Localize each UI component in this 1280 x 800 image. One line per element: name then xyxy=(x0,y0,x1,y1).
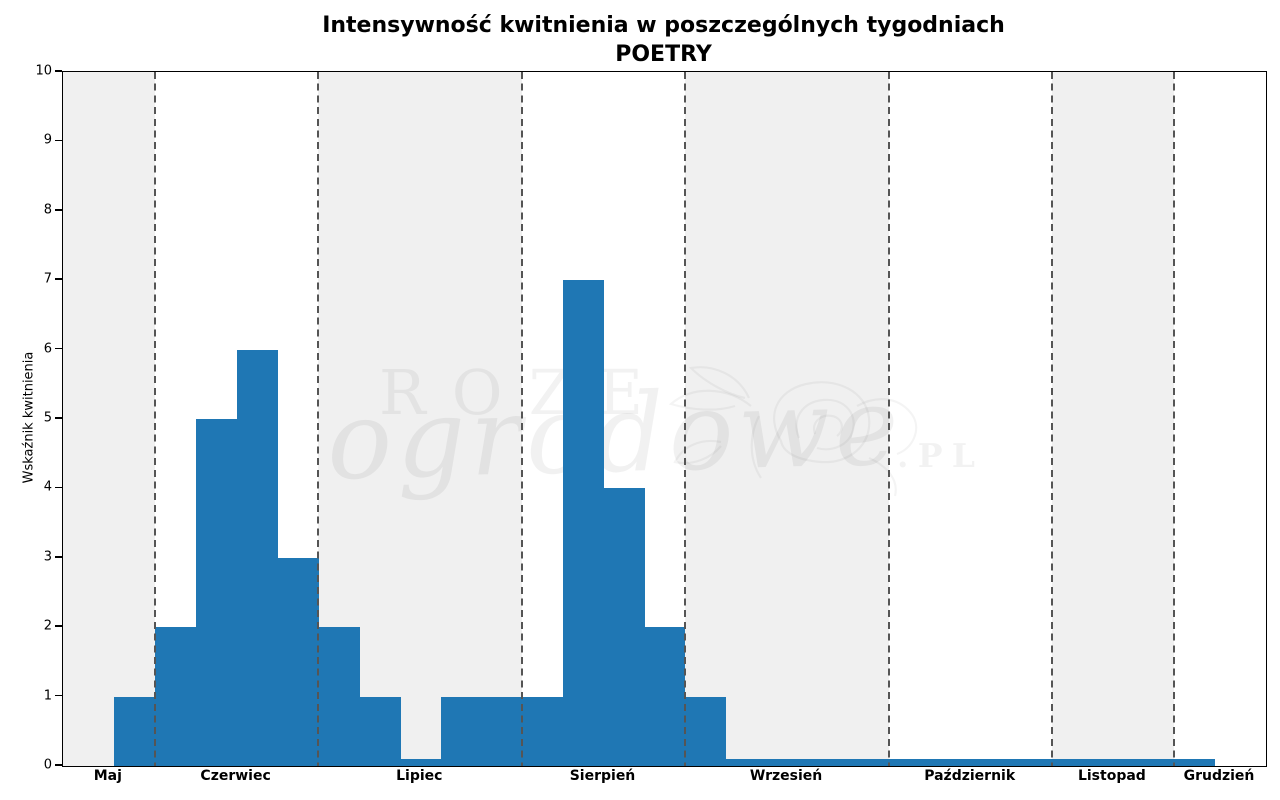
y-tick-mark xyxy=(55,139,62,142)
bar-week xyxy=(644,627,686,766)
watermark-word-pl: .PL xyxy=(897,436,985,475)
chart-title-line2: POETRY xyxy=(615,42,712,67)
y-tick-label: 8 xyxy=(43,202,52,218)
bar-week xyxy=(930,759,972,766)
bar-week xyxy=(441,696,483,766)
y-tick-mark xyxy=(55,209,62,211)
bar-week xyxy=(1173,759,1216,766)
month-divider xyxy=(1050,72,1053,766)
month-label: Wrzesień xyxy=(749,768,823,784)
bar-week xyxy=(725,759,768,766)
bar-week xyxy=(603,488,645,766)
bar-week xyxy=(1092,759,1135,766)
bar-week xyxy=(766,759,809,766)
y-tick-label: 5 xyxy=(43,410,52,426)
y-tick-mark xyxy=(55,764,62,766)
month-divider xyxy=(153,72,156,766)
bar-week xyxy=(971,759,1013,766)
y-tick-label: 0 xyxy=(43,757,52,773)
bar-week xyxy=(1012,759,1053,766)
chart-title: Intensywność kwitnienia w poszczególnych… xyxy=(62,11,1265,69)
month-band-1 xyxy=(63,72,155,766)
y-tick-label: 10 xyxy=(35,63,52,79)
month-divider xyxy=(683,72,686,766)
month-label: Maj xyxy=(93,768,122,784)
bar-week xyxy=(318,627,360,766)
bar-week xyxy=(400,759,442,766)
month-label: Październik xyxy=(924,768,1016,784)
y-tick-label: 1 xyxy=(43,688,52,704)
y-tick-label: 6 xyxy=(43,341,52,357)
month-band-7 xyxy=(1051,72,1174,766)
bar-week xyxy=(848,759,890,766)
y-tick-mark xyxy=(55,278,62,280)
month-label: Listopad xyxy=(1077,768,1146,784)
y-tick-label: 4 xyxy=(43,479,52,495)
y-tick-mark xyxy=(55,625,62,627)
bar-week xyxy=(807,759,849,766)
y-tick-label: 3 xyxy=(43,549,52,565)
month-divider xyxy=(1172,72,1175,766)
chart-title-line1: Intensywność kwitnienia w poszczególnych… xyxy=(322,13,1005,38)
y-tick-mark xyxy=(55,556,62,558)
bar-week xyxy=(889,759,931,766)
bar-week xyxy=(482,696,523,766)
bar-week xyxy=(522,696,564,766)
month-label: Grudzień xyxy=(1183,768,1255,784)
bar-week xyxy=(684,696,727,766)
bar-week xyxy=(195,419,238,766)
month-label: Czerwiec xyxy=(200,768,271,784)
y-tick-mark xyxy=(55,486,62,489)
bar-week xyxy=(113,696,156,766)
month-band-5 xyxy=(684,72,890,766)
y-tick-mark xyxy=(55,347,62,350)
y-tick-mark xyxy=(55,694,62,697)
y-tick-label: 9 xyxy=(43,132,52,148)
bar-week xyxy=(277,557,319,766)
month-label: Lipiec xyxy=(396,768,443,784)
plot-area: ROZE ogrodowe .PL xyxy=(62,71,1267,767)
month-label: Sierpień xyxy=(569,768,636,784)
y-tick-mark xyxy=(55,417,62,419)
bar-week xyxy=(236,349,278,766)
y-tick-mark xyxy=(55,70,62,72)
month-divider xyxy=(521,72,524,766)
y-tick-label: 7 xyxy=(43,271,52,287)
bar-week xyxy=(154,627,197,766)
month-divider xyxy=(888,72,891,766)
y-tick-label: 2 xyxy=(43,618,52,634)
bar-week xyxy=(1051,759,1094,766)
bar-week xyxy=(563,280,604,766)
bar-week xyxy=(359,696,401,766)
bar-week xyxy=(1133,759,1175,766)
month-divider xyxy=(317,72,320,766)
